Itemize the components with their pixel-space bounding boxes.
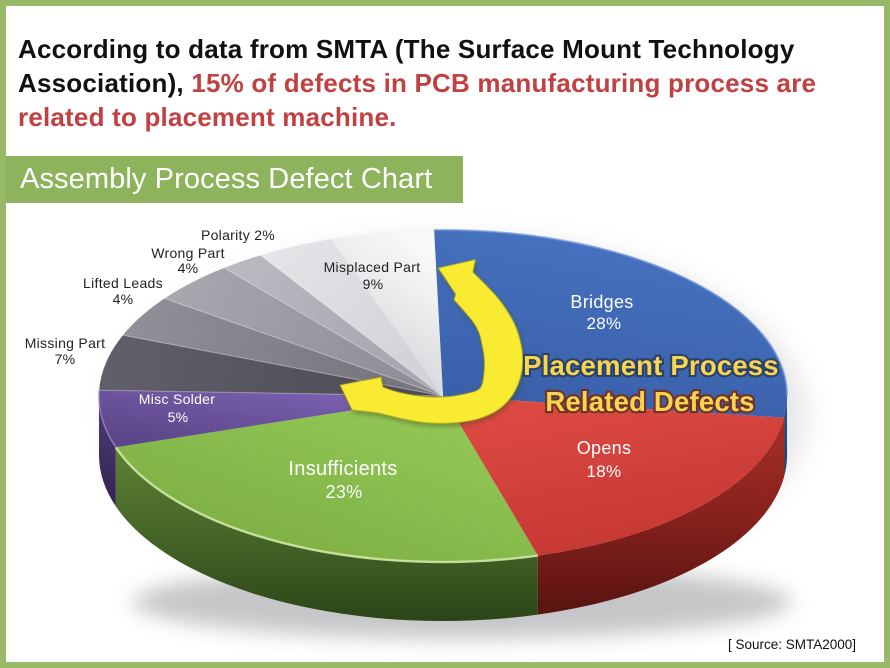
svg-text:Related Defects: Related Defects — [545, 386, 754, 417]
svg-text:Misc Solder: Misc Solder — [139, 391, 215, 407]
svg-text:18%: 18% — [587, 462, 622, 481]
svg-text:7%: 7% — [55, 351, 76, 367]
svg-text:Lifted Leads: Lifted Leads — [83, 275, 163, 291]
svg-text:Polarity 2%: Polarity 2% — [201, 227, 275, 243]
svg-text:4%: 4% — [113, 291, 134, 307]
svg-text:Insufficients: Insufficients — [288, 458, 397, 480]
svg-text:4%: 4% — [178, 260, 199, 276]
svg-text:9%: 9% — [363, 276, 384, 292]
svg-text:23%: 23% — [326, 482, 363, 502]
svg-text:Wrong Part: Wrong Part — [151, 245, 225, 261]
svg-text:Opens: Opens — [577, 438, 632, 458]
svg-text:Missing Part: Missing Part — [25, 335, 106, 351]
svg-text:[ Source: SMTA2000]: [ Source: SMTA2000] — [728, 637, 856, 652]
svg-text:Misplaced Part: Misplaced Part — [324, 259, 421, 275]
svg-text:5%: 5% — [168, 409, 189, 425]
svg-text:Placement Process: Placement Process — [523, 350, 779, 381]
svg-text:Bridges: Bridges — [570, 292, 633, 312]
svg-text:28%: 28% — [587, 314, 622, 333]
